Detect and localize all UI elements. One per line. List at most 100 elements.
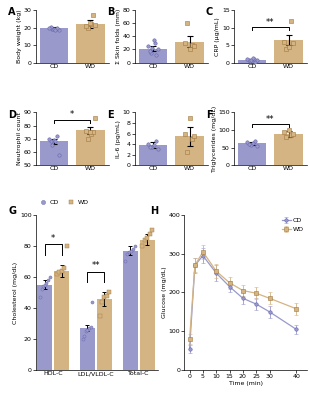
Point	[55, 25, 60, 32]
Point	[155, 46, 160, 53]
Point	[97, 312, 102, 319]
Point	[246, 57, 251, 64]
Point	[154, 52, 159, 58]
Text: *: *	[51, 234, 55, 243]
Text: D: D	[8, 110, 16, 120]
Bar	[80, 328, 95, 370]
Point	[250, 55, 255, 62]
Point	[126, 249, 131, 255]
Point	[83, 22, 88, 29]
Point	[86, 325, 91, 331]
Bar	[40, 28, 68, 62]
Y-axis label: Σ Skin folds (mm): Σ Skin folds (mm)	[116, 8, 121, 64]
Point	[41, 283, 46, 290]
Point	[47, 24, 52, 31]
Point	[83, 128, 88, 134]
Bar	[76, 24, 105, 62]
Point	[51, 26, 56, 32]
Point	[187, 46, 192, 53]
Point	[102, 294, 107, 300]
Point	[50, 142, 55, 148]
Point	[286, 127, 291, 133]
Point	[59, 268, 64, 274]
Point	[82, 333, 87, 339]
Text: G: G	[9, 206, 17, 216]
Text: F: F	[206, 110, 213, 120]
Point	[155, 146, 160, 152]
Point	[145, 235, 150, 242]
Point	[123, 258, 128, 265]
Text: H: H	[150, 206, 158, 216]
Bar	[238, 143, 266, 165]
Point	[245, 139, 250, 146]
Point	[252, 137, 257, 144]
Text: B: B	[107, 7, 114, 17]
Bar	[274, 134, 303, 165]
Point	[53, 26, 58, 33]
Point	[100, 298, 104, 305]
Point	[50, 26, 55, 32]
Point	[87, 128, 92, 135]
Point	[152, 142, 157, 148]
Bar	[140, 240, 155, 370]
Point	[85, 136, 90, 142]
Bar	[175, 42, 204, 62]
Point	[132, 243, 137, 249]
Point	[286, 44, 291, 50]
Point	[254, 142, 259, 149]
Bar	[139, 49, 167, 62]
Point	[38, 294, 42, 300]
Point	[93, 22, 98, 28]
Point	[89, 130, 94, 137]
Point	[189, 136, 194, 142]
Point	[149, 144, 154, 150]
Point	[46, 277, 51, 283]
Point	[281, 38, 286, 45]
Point	[185, 20, 190, 26]
Point	[247, 141, 252, 147]
Point	[39, 286, 44, 292]
Point	[254, 57, 259, 63]
Point	[47, 274, 52, 280]
Point	[42, 282, 47, 288]
Point	[248, 58, 253, 64]
Bar	[76, 130, 105, 231]
Point	[55, 133, 60, 139]
Point	[85, 24, 90, 31]
Point	[153, 138, 158, 144]
Point	[56, 151, 61, 158]
Legend: CD, WD: CD, WD	[281, 218, 304, 232]
Text: E: E	[107, 110, 113, 120]
Bar	[238, 60, 266, 62]
Point	[125, 250, 130, 257]
Point	[55, 271, 60, 277]
Bar	[54, 271, 69, 370]
Point	[87, 20, 92, 26]
Point	[48, 138, 53, 144]
Point	[249, 56, 254, 63]
Y-axis label: Neutrophil count: Neutrophil count	[17, 112, 22, 165]
Text: *: *	[70, 110, 74, 119]
Point	[44, 280, 49, 286]
Point	[88, 323, 93, 330]
Point	[129, 248, 134, 254]
Point	[153, 40, 157, 46]
Point	[85, 326, 90, 333]
Point	[140, 243, 145, 249]
Point	[147, 230, 152, 237]
Bar	[175, 136, 204, 165]
Point	[53, 138, 58, 144]
Text: **: **	[266, 18, 275, 27]
X-axis label: Time (min): Time (min)	[228, 380, 263, 386]
Y-axis label: Triglycerides (mg/dL): Triglycerides (mg/dL)	[212, 106, 217, 172]
Point	[56, 27, 61, 33]
Text: **: **	[92, 261, 100, 270]
Point	[91, 12, 96, 18]
Text: C: C	[206, 7, 213, 17]
Text: A: A	[8, 7, 16, 17]
Point	[281, 128, 286, 135]
Point	[289, 132, 294, 138]
Bar	[97, 299, 112, 370]
Point	[147, 48, 152, 54]
Point	[62, 264, 67, 271]
